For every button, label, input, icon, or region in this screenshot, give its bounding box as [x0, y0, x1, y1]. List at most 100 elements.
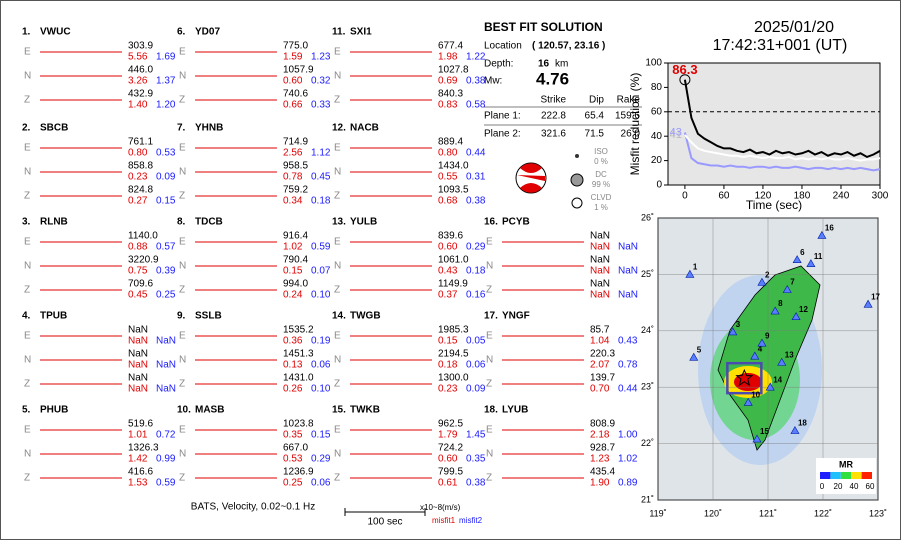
epicenter — [735, 368, 754, 387]
map-lon-label: 123˚ — [869, 508, 887, 518]
amplitude: 994.0 — [283, 279, 308, 290]
amplitude: 840.3 — [438, 89, 463, 100]
misfit2: 0.25 — [156, 290, 176, 301]
amplitude: 928.7 — [590, 443, 615, 454]
amplitude: 790.4 — [283, 255, 308, 266]
misfit1: 0.25 — [283, 478, 303, 489]
station-marker — [806, 259, 816, 267]
misfit2: 0.38 — [466, 478, 486, 489]
component: Z — [334, 379, 340, 390]
component: N — [179, 261, 186, 272]
label: Location — [484, 41, 522, 52]
misfit1: NaN — [128, 336, 148, 347]
station-name: YD07 — [195, 27, 220, 38]
colorbar-tick: 40 — [850, 482, 859, 491]
amplitude: 714.9 — [283, 137, 308, 148]
amplitude: 435.4 — [590, 467, 615, 478]
misfit2: NaN — [156, 384, 176, 395]
component-value: 1 % — [594, 203, 608, 212]
amplitude: 1149.9 — [438, 279, 468, 290]
misfit2: 0.78 — [618, 360, 638, 371]
misfit2: 0.44 — [618, 384, 638, 395]
misfit2: 0.06 — [311, 360, 331, 371]
misfit2: 0.05 — [466, 336, 486, 347]
map-lon-label: 119˚ — [649, 508, 666, 518]
y-tick-label: 20 — [651, 155, 663, 166]
station-number: 12. — [332, 123, 346, 134]
amplitude: 1451.3 — [283, 349, 314, 360]
misfit1: 2.56 — [283, 148, 303, 159]
misfit2: 0.43 — [618, 336, 638, 347]
misfit2: 0.06 — [311, 478, 331, 489]
amplitude: 1140.0 — [128, 231, 158, 242]
station-number: 4. — [22, 311, 31, 322]
amplitude: NaN — [128, 373, 148, 384]
component: E — [179, 425, 186, 436]
amplitude: 677.4 — [438, 41, 463, 52]
component: E — [486, 237, 493, 248]
amplitude: 1093.5 — [438, 185, 469, 196]
component: E — [179, 237, 186, 248]
amplitude: 519.6 — [128, 419, 153, 430]
x-tick-label: 300 — [872, 191, 889, 202]
station-number: 1. — [22, 27, 31, 38]
station-name: LYUB — [502, 405, 528, 416]
map-lon-label: 121˚ — [759, 508, 777, 518]
amplitude: 1027.8 — [438, 65, 469, 76]
station-marker — [791, 312, 801, 320]
misfit1: 1.98 — [438, 52, 458, 63]
station-name: SSLB — [195, 311, 222, 322]
component: N — [179, 449, 186, 460]
misfit2: 0.07 — [311, 266, 331, 277]
component: N — [334, 261, 341, 272]
misfit1: 0.23 — [128, 172, 148, 183]
amplitude: 1057.9 — [283, 65, 314, 76]
station-name: YULB — [350, 217, 377, 228]
station-marker — [777, 357, 787, 366]
legend-misfit1: misfit1 — [432, 516, 456, 525]
misfit2: 0.10 — [311, 384, 331, 395]
misfit1: 0.83 — [438, 100, 458, 111]
station-number: 9. — [177, 311, 186, 322]
misfit1: 0.75 — [128, 266, 148, 277]
misfit2: 0.16 — [466, 290, 486, 301]
column-header: Rake — [617, 95, 641, 106]
station-label: 13 — [785, 350, 794, 359]
component: Z — [179, 285, 185, 296]
station-name: TPUB — [40, 311, 67, 322]
component: Z — [179, 191, 185, 202]
station-label: 2 — [765, 270, 770, 279]
misfit1: 0.70 — [590, 384, 610, 395]
misfit1: 1.04 — [590, 336, 610, 347]
amplitude: 808.9 — [590, 419, 615, 430]
misfit2: 1.12 — [311, 148, 331, 159]
x-tick-label: 180 — [794, 191, 811, 202]
component: E — [24, 237, 31, 248]
station-name: YHNB — [195, 123, 223, 134]
station-marker — [782, 285, 792, 293]
station-name: YNGF — [502, 311, 530, 322]
component-value: 0 % — [594, 157, 608, 166]
misfit2: 0.38 — [466, 196, 486, 207]
station-number: 17. — [484, 311, 498, 322]
misfit2: 0.35 — [466, 454, 486, 465]
amplitude: 1326.3 — [128, 443, 159, 454]
station-name: PCYB — [502, 217, 530, 228]
component: E — [334, 143, 341, 154]
component: Z — [334, 285, 340, 296]
misfit1: 0.68 — [438, 196, 458, 207]
plane-value: 159.6 — [615, 111, 640, 122]
misfit2: 1.02 — [618, 454, 638, 465]
column-header: Dip — [589, 95, 604, 106]
misfit1: 0.60 — [438, 242, 458, 253]
station-label: 17 — [871, 292, 880, 301]
beachball-lobe — [517, 163, 545, 193]
component: N — [179, 71, 186, 82]
misfit1: 0.15 — [438, 336, 458, 347]
misfit2: 0.15 — [311, 430, 331, 441]
misfit1: 3.26 — [128, 76, 148, 87]
misfit2: 0.38 — [466, 76, 486, 87]
map-lat-label: 25˚ — [641, 269, 654, 279]
plane-value: 222.8 — [541, 111, 566, 122]
